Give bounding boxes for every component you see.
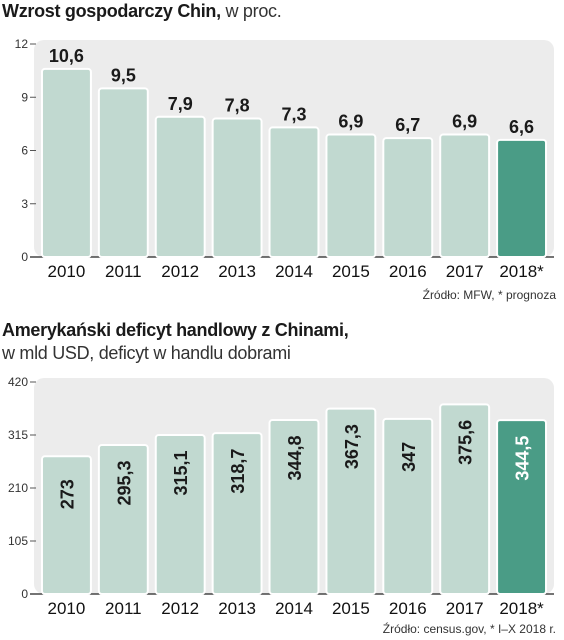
chart2-category-label: 2010 (48, 599, 86, 618)
chart2-title: Amerykański deficyt handlowy z Chinami, (2, 320, 349, 341)
chart1-y-tick: 3 (21, 197, 28, 211)
chart1-category-label: 2015 (332, 262, 370, 281)
chart1-category-label: 2017 (446, 262, 484, 281)
chart2-value-label: 367,3 (342, 424, 362, 469)
gdp-growth-chart: 0 3 6 9 12 2010 10,6 2011 9,5 2012 7,9 2013 7,8 2014 7… (15, 37, 554, 281)
chart1-bar (382, 137, 434, 258)
chart2-subtitle: w mld USD, deficyt w handlu dobrami (2, 343, 291, 363)
chart2-value-label: 375,6 (456, 420, 476, 465)
chart1-category-label: 2018* (499, 262, 544, 281)
chart1-bar (154, 115, 206, 259)
chart1-value-label: 10,6 (49, 46, 84, 66)
chart1-y-tick: 6 (21, 144, 28, 158)
chart1-value-label: 6,9 (452, 112, 477, 132)
chart2-category-label: 2016 (389, 599, 427, 618)
chart2-bar (211, 432, 263, 595)
chart1-bar (211, 117, 263, 258)
chart2-value-label: 318,7 (228, 449, 248, 494)
chart1-value-label: 9,5 (111, 65, 136, 85)
chart2-category-label: 2018* (499, 599, 544, 618)
chart2-category-label: 2013 (218, 599, 256, 618)
chart2-bar (154, 433, 206, 595)
chart1-category-label: 2016 (389, 262, 427, 281)
chart1-y-tick: 12 (15, 37, 29, 51)
chart1-value-label: 6,9 (338, 112, 363, 132)
chart2-bar (439, 403, 491, 596)
chart2-value-label: 347 (399, 442, 419, 472)
chart2-value-label: 344,5 (513, 436, 533, 481)
chart1-value-label: 6,7 (395, 115, 420, 135)
chart2-value-label: 273 (57, 479, 77, 509)
chart2-y-tick: 105 (8, 534, 28, 548)
chart1-bar (496, 138, 548, 259)
chart2-value-label: 295,3 (114, 460, 134, 505)
chart2-y-tick: 210 (8, 481, 28, 495)
chart2-category-label: 2014 (275, 599, 313, 618)
chart1-value-label: 7,3 (281, 104, 306, 124)
chart1-bar (97, 87, 149, 258)
chart1-category-label: 2014 (275, 262, 313, 281)
chart2-source: Źródło: census.gov, * I–X 2018 r. (382, 622, 556, 636)
chart2-bar (325, 407, 377, 595)
chart1-bar (325, 133, 377, 258)
chart1-bar (439, 133, 491, 258)
chart1-category-label: 2013 (218, 262, 256, 281)
chart1-bar (268, 126, 320, 258)
chart2-bar (382, 417, 434, 595)
chart1-title: Wzrost gospodarczy Chin, w proc. (2, 1, 282, 22)
chart2-y-tick: 420 (8, 375, 28, 389)
chart1-source: Źródło: MFW, * prognoza (422, 288, 556, 302)
chart2-y-tick: 315 (8, 428, 28, 442)
chart1-title-main: Wzrost gospodarczy Chin, (2, 1, 221, 21)
chart1-category-label: 2012 (161, 262, 199, 281)
chart1-y-tick: 0 (21, 250, 28, 264)
chart1-value-label: 7,8 (225, 96, 250, 116)
chart1-value-label: 6,6 (509, 117, 534, 137)
chart2-category-label: 2015 (332, 599, 370, 618)
trade-deficit-chart: 0 105 210 315 420 2010 273 2011 295,3 2012 315,1 20… (8, 375, 554, 618)
chart1-category-label: 2010 (48, 262, 86, 281)
chart1-subtitle: w proc. (225, 1, 282, 21)
chart2-y-tick: 0 (21, 587, 28, 601)
chart2-category-label: 2017 (446, 599, 484, 618)
chart1-bar (40, 67, 92, 258)
chart2-bar (40, 455, 92, 595)
chart2-bar (496, 419, 548, 595)
chart2-value-label: 315,1 (171, 450, 191, 495)
chart1-category-label: 2011 (105, 262, 142, 281)
chart1-value-label: 7,9 (168, 94, 193, 114)
chart2-category-label: 2011 (105, 599, 142, 618)
chart2-value-label: 344,8 (285, 435, 305, 480)
chart2-bar (97, 443, 149, 595)
chart2-category-label: 2012 (161, 599, 199, 618)
chart1-y-tick: 9 (21, 90, 28, 104)
chart2-title-main: Amerykański deficyt handlowy z Chinami, (2, 320, 349, 340)
chart2-bar (268, 418, 320, 595)
